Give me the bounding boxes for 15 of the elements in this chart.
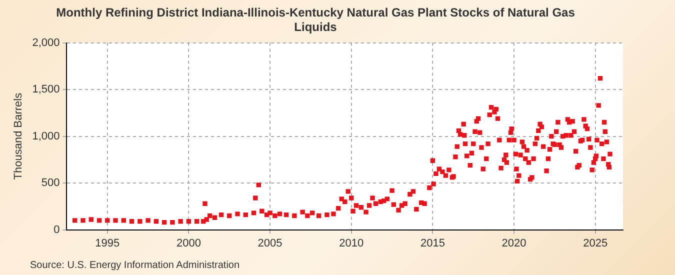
y-tick-label: 1,500 [32, 84, 60, 96]
x-tick-label: 1995 [95, 237, 120, 250]
x-tick-label: 2000 [176, 237, 201, 250]
x-tick-label: 2010 [339, 237, 364, 250]
y-tick-label: 1,000 [32, 130, 60, 142]
x-tick-label: 2025 [583, 237, 608, 250]
x-tick-label: 2005 [258, 237, 282, 250]
y-axis-title: Thousand Barrels [12, 92, 25, 180]
chart-title: Monthly Refining District Indiana-Illinois-Kentucky Natural Gas Plant Stocks of Natural Gas Liquids [56, 6, 576, 34]
x-tick-label: 2020 [502, 237, 526, 250]
y-tick-label: 2,000 [32, 36, 60, 49]
source-note: Source: U.S. Energy Information Administration [30, 260, 240, 271]
y-tick-label: 0 [54, 224, 60, 236]
y-tick-label: 500 [41, 177, 60, 190]
x-tick-label: 2015 [420, 237, 445, 250]
